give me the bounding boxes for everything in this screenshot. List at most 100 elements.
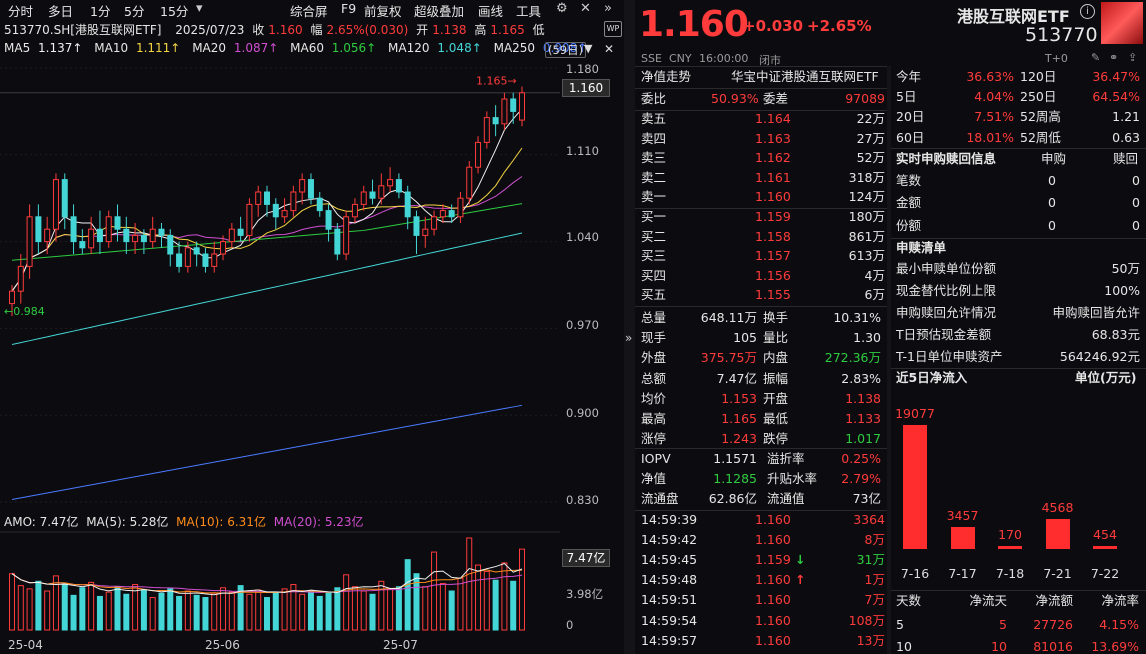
volume-bar[interactable] bbox=[281, 588, 288, 631]
asks-row[interactable]: 卖一 1.160 124万 bbox=[641, 187, 885, 207]
candle-body[interactable] bbox=[123, 228, 130, 243]
candle-body[interactable] bbox=[281, 210, 288, 218]
volume-bar[interactable] bbox=[255, 589, 262, 631]
candle-body[interactable] bbox=[466, 166, 473, 199]
candle-body[interactable] bbox=[211, 253, 218, 267]
gear-icon[interactable]: ⚙ bbox=[556, 1, 568, 16]
net-value-trend[interactable]: 净值走势 华宝中证港股通互联网ETF bbox=[641, 69, 879, 84]
volume-bar[interactable] bbox=[123, 593, 130, 631]
volume-bar[interactable] bbox=[422, 586, 429, 631]
candle-body[interactable] bbox=[184, 247, 191, 267]
asks-row[interactable]: 卖五 1.164 22万 bbox=[641, 109, 885, 129]
volume-bar[interactable] bbox=[44, 590, 51, 631]
candle-body[interactable] bbox=[307, 179, 314, 199]
volume-bar[interactable] bbox=[387, 588, 394, 631]
candle-body[interactable] bbox=[457, 197, 464, 218]
volume-bar[interactable] bbox=[105, 591, 112, 631]
volume-bar[interactable] bbox=[343, 574, 350, 631]
volume-bar[interactable] bbox=[132, 584, 139, 631]
bids-row[interactable]: 买四 1.156 4万 bbox=[641, 266, 885, 286]
volume-bar[interactable] bbox=[114, 586, 121, 631]
inflow-bar[interactable] bbox=[903, 425, 927, 549]
candle-body[interactable] bbox=[501, 98, 508, 125]
volume-bar[interactable] bbox=[79, 587, 86, 631]
candle-body[interactable] bbox=[79, 241, 86, 249]
candle-body[interactable] bbox=[378, 185, 385, 199]
close-icon[interactable]: ✕ bbox=[580, 1, 591, 16]
volume-bar[interactable] bbox=[299, 593, 306, 631]
volume-bar[interactable] bbox=[439, 582, 446, 631]
candle-body[interactable] bbox=[52, 179, 59, 230]
candle-body[interactable] bbox=[448, 210, 455, 218]
share-icon[interactable]: ⇪ bbox=[1128, 51, 1138, 64]
volume-bar[interactable] bbox=[369, 593, 376, 631]
tab-tools[interactable]: 工具 bbox=[516, 4, 542, 19]
volume-bar[interactable] bbox=[510, 580, 517, 631]
tab-15min[interactable]: 15分 bbox=[160, 4, 189, 19]
info-icon[interactable]: i bbox=[1080, 4, 1095, 19]
volume-bar[interactable] bbox=[220, 587, 227, 631]
candle-body[interactable] bbox=[132, 234, 139, 243]
volume-bar[interactable] bbox=[96, 595, 103, 631]
volume-bar[interactable] bbox=[17, 585, 24, 631]
asks-row[interactable]: 卖二 1.161 318万 bbox=[641, 168, 885, 188]
tab-intraday[interactable]: 分时 bbox=[8, 4, 34, 19]
edit-icon[interactable]: ✎ bbox=[1091, 51, 1101, 64]
close-icon[interactable]: ✕ bbox=[604, 42, 615, 56]
candle-body[interactable] bbox=[9, 290, 15, 305]
bids-row[interactable]: 买二 1.158 861万 bbox=[641, 227, 885, 247]
candle-body[interactable] bbox=[158, 228, 165, 236]
volume-bar[interactable] bbox=[325, 592, 332, 631]
inflow-bar[interactable] bbox=[1093, 546, 1117, 549]
link-icon[interactable]: ⚭ bbox=[1109, 51, 1119, 64]
candle-body[interactable] bbox=[114, 216, 121, 230]
candle-body[interactable] bbox=[475, 141, 482, 168]
candle-body[interactable] bbox=[35, 216, 42, 243]
volume-bar[interactable] bbox=[351, 586, 358, 631]
candle-body[interactable] bbox=[140, 234, 147, 243]
candle-body[interactable] bbox=[343, 216, 350, 255]
volume-bar[interactable] bbox=[307, 590, 314, 631]
candle-body[interactable] bbox=[369, 191, 376, 199]
volume-bar[interactable] bbox=[167, 588, 174, 631]
candle-body[interactable] bbox=[220, 241, 227, 255]
volume-bar[interactable] bbox=[237, 585, 244, 631]
candle-body[interactable] bbox=[431, 216, 438, 230]
candle-body[interactable] bbox=[88, 228, 95, 249]
volume-chart[interactable] bbox=[0, 530, 560, 634]
expand-icon[interactable]: » bbox=[625, 331, 633, 345]
volume-bar[interactable] bbox=[519, 548, 525, 631]
volume-bar[interactable] bbox=[395, 586, 402, 631]
candle-body[interactable] bbox=[70, 216, 77, 243]
candle-body[interactable] bbox=[193, 247, 200, 255]
volume-bar[interactable] bbox=[378, 580, 385, 631]
inflow-bar[interactable] bbox=[1045, 519, 1070, 549]
candle-body[interactable] bbox=[272, 203, 279, 218]
volume-bar[interactable] bbox=[202, 597, 209, 631]
volume-bar[interactable] bbox=[158, 592, 165, 631]
asks-row[interactable]: 卖三 1.162 52万 bbox=[641, 148, 885, 168]
bids-row[interactable]: 买五 1.155 6万 bbox=[641, 285, 885, 305]
candle-body[interactable] bbox=[299, 179, 306, 193]
candle-body[interactable] bbox=[483, 117, 490, 143]
candle-body[interactable] bbox=[246, 203, 253, 236]
asks-row[interactable]: 卖四 1.163 27万 bbox=[641, 129, 885, 149]
candle-body[interactable] bbox=[237, 228, 244, 236]
candle-body[interactable] bbox=[290, 191, 297, 212]
candle-body[interactable] bbox=[255, 191, 262, 205]
volume-bar[interactable] bbox=[228, 591, 235, 631]
volume-bar[interactable] bbox=[52, 575, 59, 631]
volume-bar[interactable] bbox=[246, 593, 253, 631]
tab-forward-adjust[interactable]: 前复权 bbox=[364, 4, 402, 19]
volume-bar[interactable] bbox=[483, 571, 490, 631]
volume-bar[interactable] bbox=[26, 588, 33, 631]
candle-body[interactable] bbox=[404, 191, 411, 218]
volume-bar[interactable] bbox=[140, 589, 147, 631]
candle-body[interactable] bbox=[26, 216, 33, 267]
volume-bar[interactable] bbox=[264, 597, 270, 631]
volume-bar[interactable] bbox=[149, 597, 156, 631]
volume-bar[interactable] bbox=[35, 580, 42, 631]
volume-bar[interactable] bbox=[466, 537, 473, 631]
candle-body[interactable] bbox=[176, 253, 183, 267]
candle-body[interactable] bbox=[360, 191, 367, 205]
